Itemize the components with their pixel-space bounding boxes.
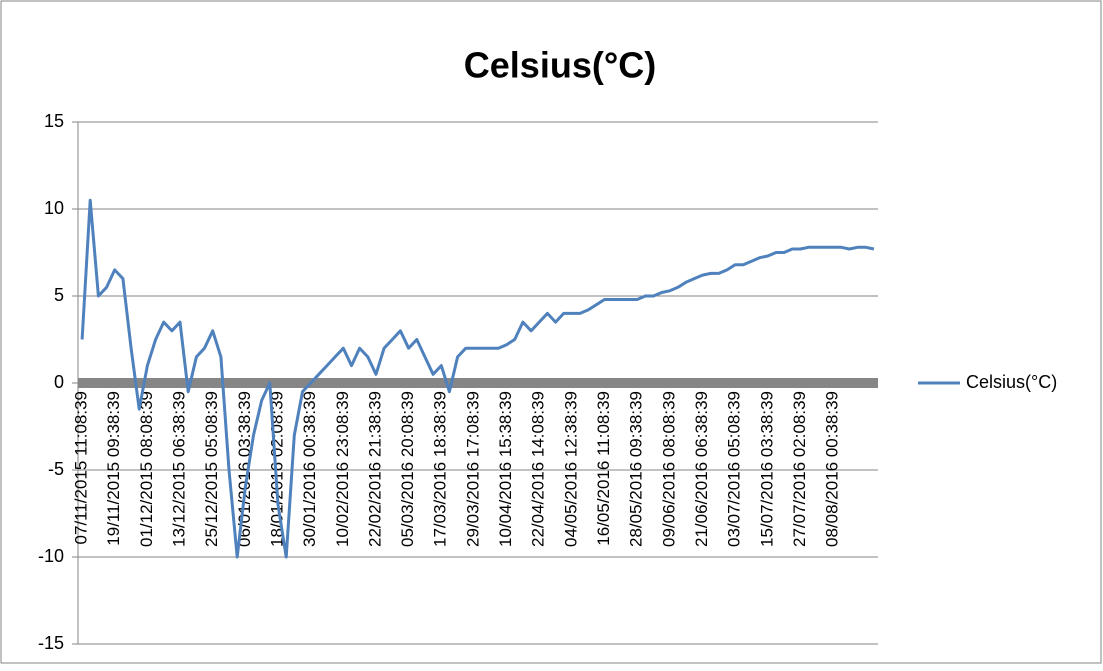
- x-tick-label: 09/06/2016 08:08:39: [659, 391, 678, 547]
- x-tick-label: 03/07/2016 05:08:39: [725, 391, 744, 547]
- x-tick-label: 25/12/2015 05:08:39: [202, 391, 221, 547]
- y-tick-label: -10: [38, 546, 64, 566]
- x-tick-label: 21/06/2016 06:38:39: [692, 391, 711, 547]
- x-tick-label: 13/12/2015 06:38:39: [170, 391, 189, 547]
- data-line: [80, 198, 875, 559]
- x-tick-label: 28/05/2016 09:38:39: [627, 391, 646, 547]
- y-tick-label: -5: [48, 459, 64, 479]
- x-tick-label: 16/05/2016 11:08:39: [594, 391, 613, 546]
- x-tick-label: 05/03/2016 20:08:39: [398, 391, 417, 547]
- y-tick-label: -15: [38, 633, 64, 653]
- chart-title: Celsius(°C): [464, 45, 656, 86]
- x-tick-label: 01/12/2015 08:08:39: [137, 391, 156, 547]
- x-tick-label: 15/07/2016 03:38:39: [757, 391, 776, 547]
- x-tick-label: 04/05/2016 12:38:39: [561, 391, 580, 547]
- x-tick-label: 30/01/2016 00:38:39: [300, 391, 319, 547]
- x-tick-label: 29/03/2016 17:08:39: [463, 391, 482, 547]
- x-tick-label: 27/07/2016 02:08:39: [790, 391, 809, 547]
- x-tick-label: 22/02/2016 21:38:39: [365, 391, 384, 547]
- x-tick-label: 22/04/2016 14:08:39: [529, 391, 548, 547]
- y-tick-label: 0: [54, 372, 64, 392]
- y-tick-label: 15: [44, 111, 64, 131]
- y-tick-label: 10: [44, 198, 64, 218]
- y-tick-label: 5: [54, 285, 64, 305]
- x-tick-label: 06/01/2016 03:38:39: [235, 391, 254, 547]
- x-tick-label: 19/11/2015 09:38:39: [104, 391, 123, 546]
- x-tick-label: 10/02/2016 23:08:39: [333, 391, 352, 547]
- x-tick-label: 10/04/2016 15:38:39: [496, 391, 515, 547]
- x-tick-label: 08/08/2016 00:38:39: [823, 391, 842, 547]
- x-tick-label: 17/03/2016 18:38:39: [431, 391, 450, 547]
- legend-label: Celsius(°C): [966, 372, 1057, 392]
- x-tick-label: 07/11/2015 11:08:39: [72, 391, 91, 544]
